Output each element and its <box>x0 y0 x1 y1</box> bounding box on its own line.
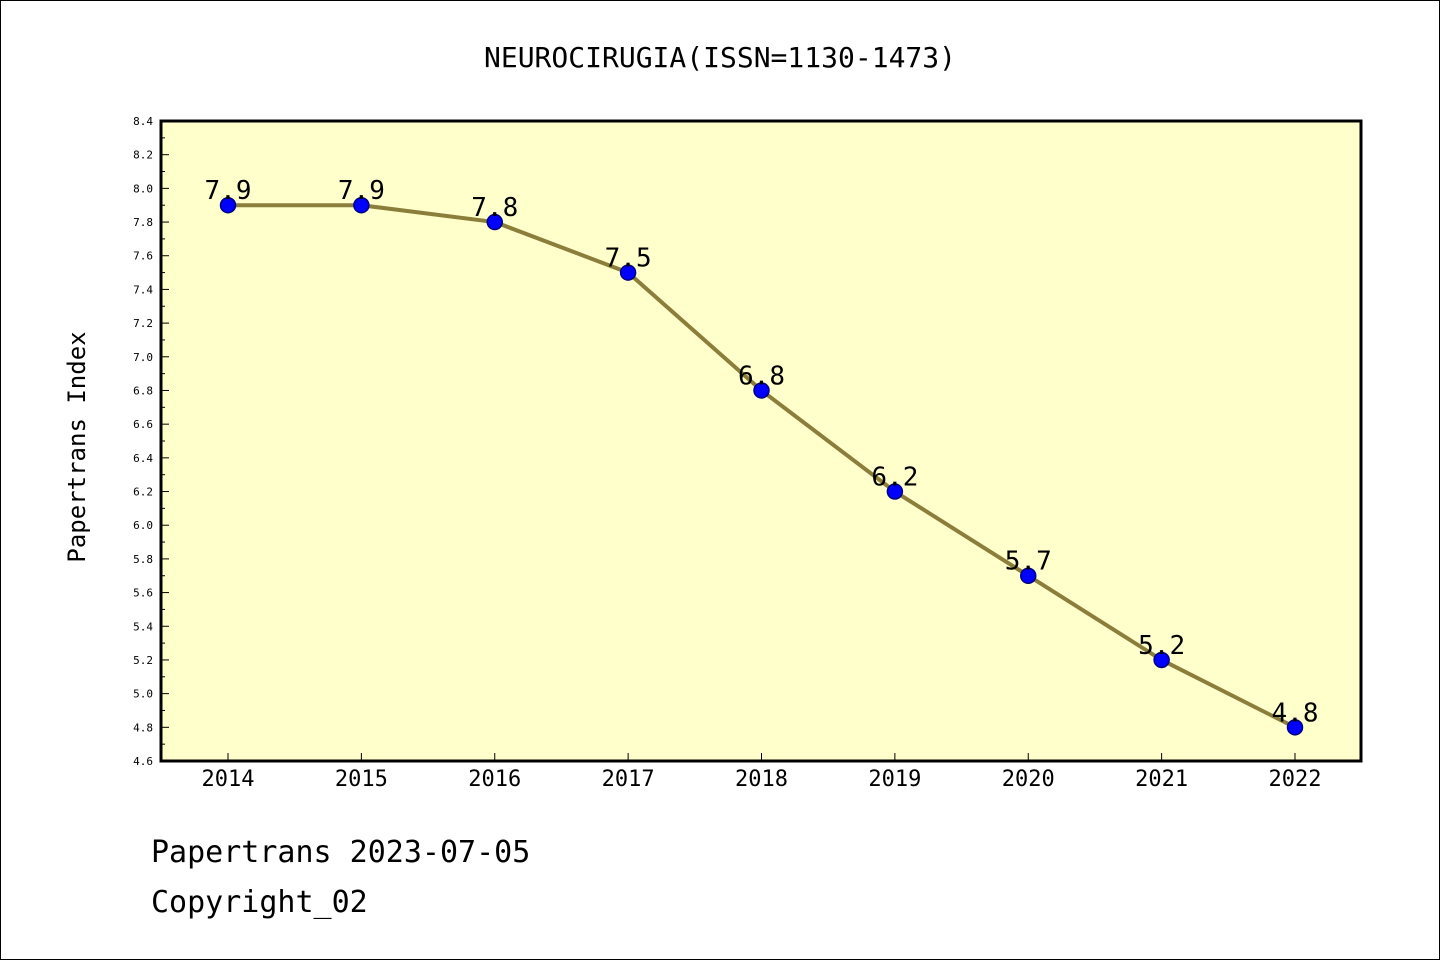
x-tick-label: 2021 <box>1135 767 1188 792</box>
data-point <box>619 264 637 281</box>
data-label: 7.5 <box>605 244 652 274</box>
data-point <box>1286 719 1304 736</box>
y-tick-label: 5.4 <box>133 620 153 633</box>
y-tick-label: 5.6 <box>133 587 153 600</box>
y-tick-label: 5.0 <box>133 688 153 701</box>
x-tick-label: 2022 <box>1269 767 1322 792</box>
y-tick-label: 4.8 <box>133 721 153 734</box>
data-point <box>486 213 503 231</box>
y-tick-label: 6.2 <box>133 486 153 499</box>
data-point <box>219 196 237 214</box>
y-tick-label: 4.6 <box>133 755 153 768</box>
data-label: 4.8 <box>1272 698 1319 728</box>
y-tick-label: 5.2 <box>133 654 153 667</box>
y-tick-label: 5.8 <box>133 553 153 566</box>
x-tick-label: 2018 <box>735 767 788 792</box>
data-label: 7.9 <box>338 176 385 206</box>
y-tick-label: 6.6 <box>133 418 153 431</box>
y-tick-label: 7.4 <box>133 283 153 296</box>
y-tick-label: 7.2 <box>133 317 153 330</box>
data-label: 5.7 <box>1005 547 1052 577</box>
y-tick-label: 6.8 <box>133 384 153 397</box>
data-point <box>886 483 904 500</box>
x-tick-label: 2016 <box>468 767 521 792</box>
y-tick-label: 7.6 <box>133 250 153 263</box>
data-point <box>353 196 370 214</box>
data-label: 6.8 <box>738 361 785 391</box>
footer-copyright: Copyright_02 <box>151 885 368 920</box>
data-point <box>753 382 770 399</box>
data-label: 6.2 <box>871 463 918 493</box>
y-tick-label: 6.0 <box>133 519 153 532</box>
y-tick-label: 8.0 <box>133 182 153 195</box>
plot-frame <box>159 119 1363 763</box>
x-tick-label: 2017 <box>602 767 655 792</box>
y-tick-label: 8.2 <box>133 149 153 162</box>
y-tick-label: 7.8 <box>133 216 153 229</box>
data-point <box>1020 567 1037 584</box>
data-point <box>1153 651 1170 669</box>
chart-title: NEUROCIRUGIA(ISSN=1130-1473) <box>484 41 956 74</box>
x-tick-label: 2015 <box>335 767 388 792</box>
data-label: 5.2 <box>1138 631 1185 661</box>
x-tick-label: 2020 <box>1002 767 1055 792</box>
footer-date: Papertrans 2023-07-05 <box>151 835 531 870</box>
data-label: 7.9 <box>205 176 252 206</box>
y-tick-label: 6.4 <box>133 452 153 465</box>
x-tick-label: 2014 <box>202 767 255 792</box>
data-label: 7.8 <box>471 193 518 223</box>
y-tick-label: 7.0 <box>133 351 153 364</box>
x-tick-label: 2019 <box>868 767 921 792</box>
y-axis-label: Papertrans Index <box>63 331 91 562</box>
plot-background <box>161 121 1361 761</box>
y-tick-label: 8.4 <box>133 115 153 128</box>
